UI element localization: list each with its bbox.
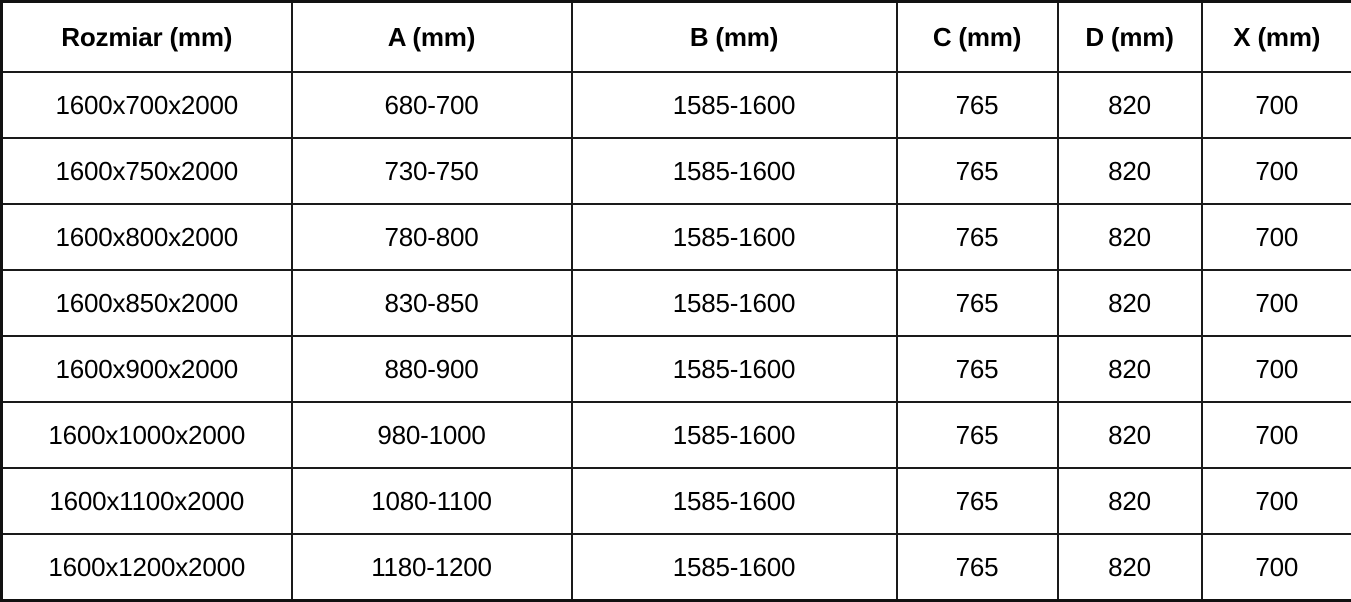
specification-table-container: Rozmiar (mm) A (mm) B (mm) C (mm) D (mm)… xyxy=(0,0,1351,587)
column-header-b: B (mm) xyxy=(572,2,897,73)
cell-a: 730-750 xyxy=(292,138,572,204)
table-row: 1600x1200x2000 1180-1200 1585-1600 765 8… xyxy=(2,534,1351,601)
column-header-c: C (mm) xyxy=(897,2,1058,73)
cell-size: 1600x1000x2000 xyxy=(2,402,292,468)
cell-size: 1600x800x2000 xyxy=(2,204,292,270)
cell-size: 1600x700x2000 xyxy=(2,72,292,138)
cell-a: 830-850 xyxy=(292,270,572,336)
cell-b: 1585-1600 xyxy=(572,204,897,270)
table-body: 1600x700x2000 680-700 1585-1600 765 820 … xyxy=(2,72,1351,601)
cell-d: 820 xyxy=(1058,336,1202,402)
cell-d: 820 xyxy=(1058,270,1202,336)
cell-x: 700 xyxy=(1202,204,1351,270)
cell-x: 700 xyxy=(1202,534,1351,601)
cell-a: 680-700 xyxy=(292,72,572,138)
column-header-d: D (mm) xyxy=(1058,2,1202,73)
column-header-a: A (mm) xyxy=(292,2,572,73)
cell-d: 820 xyxy=(1058,138,1202,204)
table-row: 1600x1100x2000 1080-1100 1585-1600 765 8… xyxy=(2,468,1351,534)
cell-b: 1585-1600 xyxy=(572,138,897,204)
column-header-x: X (mm) xyxy=(1202,2,1351,73)
cell-a: 1180-1200 xyxy=(292,534,572,601)
cell-size: 1600x1200x2000 xyxy=(2,534,292,601)
cell-x: 700 xyxy=(1202,336,1351,402)
table-header: Rozmiar (mm) A (mm) B (mm) C (mm) D (mm)… xyxy=(2,2,1351,73)
cell-c: 765 xyxy=(897,468,1058,534)
cell-d: 820 xyxy=(1058,72,1202,138)
column-header-size: Rozmiar (mm) xyxy=(2,2,292,73)
cell-b: 1585-1600 xyxy=(572,468,897,534)
cell-d: 820 xyxy=(1058,204,1202,270)
cell-x: 700 xyxy=(1202,402,1351,468)
cell-c: 765 xyxy=(897,204,1058,270)
cell-d: 820 xyxy=(1058,534,1202,601)
cell-d: 820 xyxy=(1058,402,1202,468)
cell-b: 1585-1600 xyxy=(572,336,897,402)
cell-size: 1600x750x2000 xyxy=(2,138,292,204)
cell-b: 1585-1600 xyxy=(572,270,897,336)
table-row: 1600x850x2000 830-850 1585-1600 765 820 … xyxy=(2,270,1351,336)
cell-c: 765 xyxy=(897,270,1058,336)
cell-b: 1585-1600 xyxy=(572,534,897,601)
cell-a: 980-1000 xyxy=(292,402,572,468)
cell-a: 780-800 xyxy=(292,204,572,270)
table-row: 1600x800x2000 780-800 1585-1600 765 820 … xyxy=(2,204,1351,270)
cell-size: 1600x1100x2000 xyxy=(2,468,292,534)
cell-a: 1080-1100 xyxy=(292,468,572,534)
cell-size: 1600x850x2000 xyxy=(2,270,292,336)
cell-c: 765 xyxy=(897,402,1058,468)
cell-c: 765 xyxy=(897,534,1058,601)
cell-b: 1585-1600 xyxy=(572,72,897,138)
cell-x: 700 xyxy=(1202,270,1351,336)
table-row: 1600x900x2000 880-900 1585-1600 765 820 … xyxy=(2,336,1351,402)
table-row: 1600x700x2000 680-700 1585-1600 765 820 … xyxy=(2,72,1351,138)
cell-x: 700 xyxy=(1202,468,1351,534)
cell-c: 765 xyxy=(897,336,1058,402)
cell-c: 765 xyxy=(897,138,1058,204)
cell-size: 1600x900x2000 xyxy=(2,336,292,402)
cell-c: 765 xyxy=(897,72,1058,138)
table-row: 1600x750x2000 730-750 1585-1600 765 820 … xyxy=(2,138,1351,204)
cell-a: 880-900 xyxy=(292,336,572,402)
table-header-row: Rozmiar (mm) A (mm) B (mm) C (mm) D (mm)… xyxy=(2,2,1351,73)
cell-x: 700 xyxy=(1202,138,1351,204)
cell-x: 700 xyxy=(1202,72,1351,138)
table-row: 1600x1000x2000 980-1000 1585-1600 765 82… xyxy=(2,402,1351,468)
cell-b: 1585-1600 xyxy=(572,402,897,468)
cell-d: 820 xyxy=(1058,468,1202,534)
